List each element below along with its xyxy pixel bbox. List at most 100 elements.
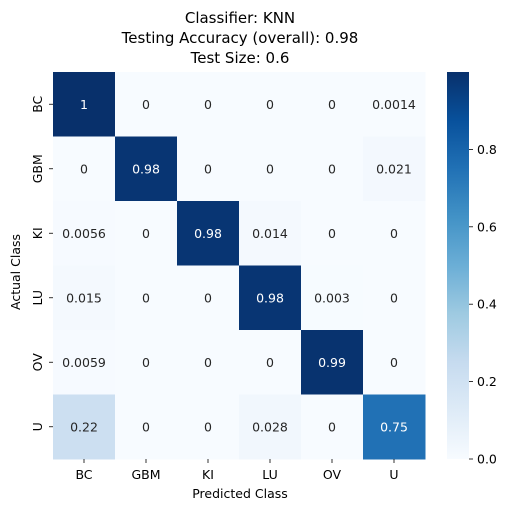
heatmap-cell bbox=[115, 136, 178, 202]
x-tick-label: KI bbox=[202, 467, 214, 482]
heatmap-cell bbox=[363, 72, 426, 137]
cell-value-label: 0 bbox=[328, 161, 336, 176]
x-tick-label: OV bbox=[323, 467, 342, 482]
heatmap-cell bbox=[239, 394, 302, 460]
cell-value-label: 0 bbox=[142, 97, 150, 112]
cell-value-label: 0 bbox=[80, 161, 88, 176]
cell-value-label: 0 bbox=[204, 355, 212, 370]
cell-value-label: 0 bbox=[390, 226, 398, 241]
heatmap-cell bbox=[363, 136, 426, 202]
heatmap-cell bbox=[363, 201, 426, 266]
heatmap-cell bbox=[363, 394, 426, 460]
colorbar-tick-label: 0.0 bbox=[477, 452, 497, 467]
heatmap-cell bbox=[239, 136, 302, 202]
heatmap-cell bbox=[177, 72, 240, 137]
cell-value-label: 0 bbox=[328, 419, 336, 434]
x-tick-label: LU bbox=[262, 467, 278, 482]
heatmap-cell bbox=[115, 72, 178, 137]
heatmap-cell bbox=[301, 201, 364, 266]
cell-value-label: 0.028 bbox=[252, 419, 288, 434]
heatmap-cell bbox=[53, 394, 116, 460]
heatmap-cell bbox=[53, 265, 116, 331]
heatmap-cell bbox=[53, 330, 116, 395]
cell-value-label: 0.75 bbox=[380, 419, 408, 434]
cell-value-label: 0 bbox=[266, 355, 274, 370]
cell-value-label: 0 bbox=[142, 419, 150, 434]
heatmap-cell bbox=[53, 72, 116, 137]
cell-value-label: 0 bbox=[142, 290, 150, 305]
colorbar-tick-label: 0.6 bbox=[477, 219, 497, 234]
cell-value-label: 0 bbox=[142, 355, 150, 370]
chart-title: Classifier: KNN Testing Accuracy (overal… bbox=[121, 9, 359, 67]
heatmap-cell bbox=[53, 201, 116, 266]
cell-value-label: 0.0056 bbox=[62, 226, 106, 241]
cell-value-label: 0.22 bbox=[70, 419, 98, 434]
cell-value-label: 0.014 bbox=[252, 226, 288, 241]
colorbar-tick-label: 0.4 bbox=[477, 297, 497, 312]
heatmap-cell bbox=[301, 72, 364, 137]
heatmap-cell bbox=[363, 330, 426, 395]
heatmap-cell bbox=[177, 201, 240, 266]
colorbar: 0.0 0.2 0.4 0.6 0.8 bbox=[447, 72, 497, 467]
title-line-3: Test Size: 0.6 bbox=[190, 49, 290, 67]
cell-value-label: 0.99 bbox=[318, 355, 346, 370]
heatmap-cell bbox=[177, 265, 240, 331]
x-axis-ticks: BC GBM KI LU OV U bbox=[75, 459, 399, 482]
cell-value-label: 0 bbox=[390, 290, 398, 305]
heatmap-cell bbox=[115, 201, 178, 266]
heatmap-cell bbox=[239, 72, 302, 137]
colorbar-tick-label: 0.2 bbox=[477, 374, 497, 389]
cell-value-label: 0 bbox=[390, 355, 398, 370]
cell-value-label: 0 bbox=[266, 97, 274, 112]
cell-value-label: 0 bbox=[204, 97, 212, 112]
x-tick-label: GBM bbox=[131, 467, 160, 482]
cell-value-label: 0 bbox=[204, 290, 212, 305]
cell-value-label: 1 bbox=[80, 97, 88, 112]
heatmap-cell bbox=[239, 201, 302, 266]
heatmap-cell bbox=[301, 330, 364, 395]
heatmap-cell bbox=[301, 394, 364, 460]
heatmap-cells: 1 0 0 0 0 0.0014 0 0.98 0 0 0 0.021 0.0056 0 0.98 0.014… bbox=[53, 72, 426, 460]
cell-value-label: 0.0014 bbox=[372, 97, 416, 112]
cell-value-label: 0 bbox=[328, 226, 336, 241]
heatmap-cell bbox=[301, 136, 364, 202]
y-axis-ticks: BC GBM KI LU OV U bbox=[30, 95, 53, 431]
cell-value-label: 0 bbox=[266, 161, 274, 176]
colorbar-tick-label: 0.8 bbox=[477, 142, 497, 157]
y-tick-label: GBM bbox=[30, 154, 45, 183]
cell-value-label: 0.98 bbox=[194, 226, 222, 241]
heatmap-cell bbox=[301, 265, 364, 331]
cell-value-label: 0.0059 bbox=[62, 355, 106, 370]
heatmap-cell bbox=[115, 394, 178, 460]
y-tick-label: OV bbox=[30, 353, 45, 372]
title-line-2: Testing Accuracy (overall): 0.98 bbox=[121, 29, 359, 47]
cell-value-label: 0 bbox=[142, 226, 150, 241]
heatmap-cell bbox=[115, 330, 178, 395]
cell-value-label: 0 bbox=[328, 97, 336, 112]
x-tick-label: U bbox=[389, 467, 398, 482]
heatmap-cell bbox=[115, 265, 178, 331]
heatmap-cell bbox=[53, 136, 116, 202]
cell-value-label: 0.98 bbox=[256, 290, 284, 305]
colorbar-gradient bbox=[447, 72, 469, 459]
colorbar-ticks: 0.0 0.2 0.4 0.6 0.8 bbox=[469, 142, 497, 467]
cell-value-label: 0 bbox=[204, 161, 212, 176]
cell-value-label: 0.003 bbox=[314, 290, 350, 305]
heatmap-cell bbox=[239, 330, 302, 395]
x-tick-label: BC bbox=[75, 467, 92, 482]
heatmap-cell bbox=[239, 265, 302, 331]
x-axis-label: Predicted Class bbox=[192, 486, 288, 501]
y-tick-label: LU bbox=[30, 290, 45, 306]
y-tick-label: U bbox=[30, 422, 45, 431]
cell-value-label: 0.98 bbox=[132, 161, 160, 176]
cell-value-label: 0.021 bbox=[376, 161, 412, 176]
cell-value-label: 0 bbox=[204, 419, 212, 434]
title-line-1: Classifier: KNN bbox=[185, 9, 295, 27]
cell-value-label: 0.015 bbox=[66, 290, 102, 305]
heatmap-cell bbox=[177, 330, 240, 395]
heatmap-cell bbox=[363, 265, 426, 331]
y-tick-label: KI bbox=[30, 227, 45, 239]
heatmap-cell bbox=[177, 136, 240, 202]
y-axis-label: Actual Class bbox=[8, 234, 23, 310]
